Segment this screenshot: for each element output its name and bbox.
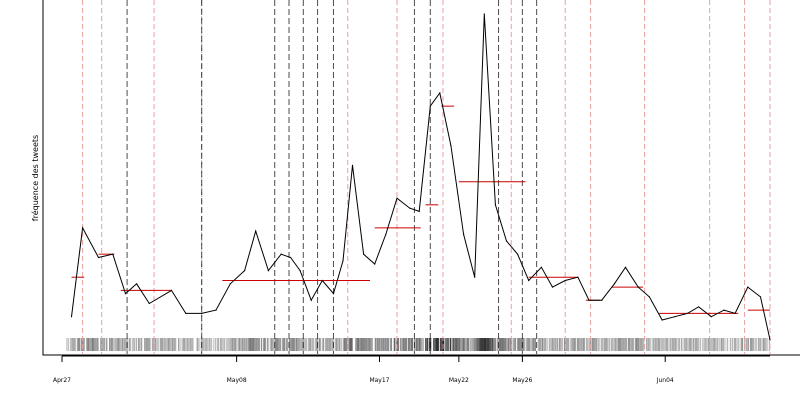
series-point	[686, 312, 689, 314]
series-point	[280, 253, 282, 255]
series-point	[201, 312, 203, 314]
plot-frame	[42, 0, 800, 356]
series-point	[494, 204, 496, 206]
series-point	[124, 293, 127, 295]
series-point	[332, 293, 335, 295]
series-point	[97, 256, 100, 259]
x-axis-ticks: Apr27 May08 May17 May22 May26 Jun04	[53, 356, 674, 384]
series-point	[528, 279, 530, 282]
series-point	[723, 309, 725, 311]
series-point	[463, 233, 465, 235]
series-point	[244, 270, 246, 272]
series-point	[674, 316, 676, 318]
series-point	[374, 263, 376, 265]
series-point	[637, 286, 639, 288]
series-point	[517, 253, 519, 255]
series-point	[70, 316, 73, 318]
series-point	[170, 289, 173, 291]
tweet-rug	[66, 338, 771, 351]
series-point	[82, 227, 84, 229]
x-tick-label: May26	[512, 377, 532, 384]
series-point	[759, 296, 762, 298]
series-point	[215, 309, 217, 311]
series-point	[351, 164, 354, 166]
series-point	[769, 339, 771, 341]
series-point	[429, 105, 431, 107]
series-point	[551, 286, 554, 288]
x-tick-label: May17	[369, 377, 389, 384]
x-tick-label: May08	[227, 377, 247, 384]
series-line-group	[70, 13, 771, 341]
series-point	[450, 145, 452, 147]
series-point	[299, 270, 301, 272]
series-point	[734, 312, 736, 314]
x-tick-label: Apr27	[53, 377, 71, 384]
series-point	[564, 279, 566, 282]
series-point	[409, 207, 411, 209]
series-point	[661, 319, 663, 321]
series-point	[321, 279, 323, 282]
series-point	[363, 253, 365, 255]
series-point	[385, 233, 387, 235]
x-tick-label: May22	[449, 377, 469, 384]
series-point	[474, 276, 476, 278]
series-point	[439, 92, 441, 94]
series-point	[267, 270, 269, 272]
series-point	[342, 260, 344, 262]
series-point	[624, 266, 627, 268]
x-tick-label: Jun04	[656, 377, 674, 384]
series-point	[747, 286, 749, 288]
series-point	[483, 13, 485, 15]
series-point	[112, 253, 114, 255]
segment-levels	[71, 105, 770, 314]
series-point	[710, 316, 712, 318]
series-point	[577, 276, 579, 278]
series-point	[229, 283, 231, 285]
series-point	[310, 299, 312, 301]
series-point	[418, 210, 420, 212]
change-point-lines	[82, 0, 771, 354]
series-point	[698, 306, 700, 308]
series-point	[255, 230, 257, 232]
series-point	[588, 299, 590, 301]
series-point	[540, 266, 543, 268]
series-point	[290, 256, 292, 259]
series-point	[136, 283, 138, 285]
series-point	[613, 283, 616, 285]
series-point	[396, 197, 398, 199]
y-axis-label: fréquence des tweets	[30, 135, 40, 221]
series-point	[185, 312, 187, 314]
series-point	[505, 240, 508, 242]
series-point	[648, 296, 651, 298]
series-point	[148, 302, 150, 305]
series-point	[601, 299, 603, 301]
series-line	[71, 13, 771, 340]
